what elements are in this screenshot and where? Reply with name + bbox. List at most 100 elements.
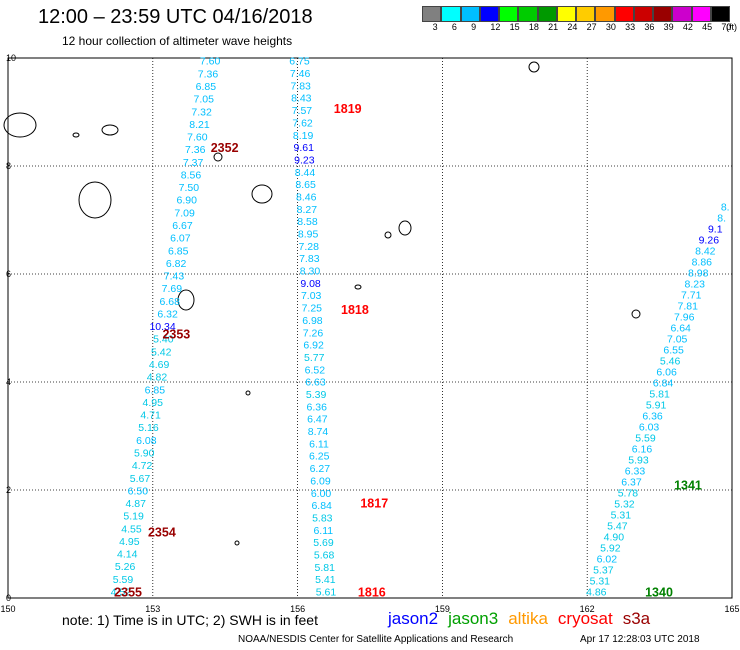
color-scale (422, 6, 730, 22)
wave-height-value: 6.07 (170, 233, 191, 245)
scale-label: 33 (625, 22, 636, 32)
wave-height-value: 8.74 (308, 426, 329, 438)
wave-height-value: 4.71 (140, 410, 161, 422)
scale-label: 36 (644, 22, 655, 32)
wave-height-value: 4.82 (147, 372, 168, 384)
pass-time-label: 2353 (162, 327, 190, 341)
wave-height-value: 4.14 (117, 549, 138, 561)
pass-time-label: 1340 (645, 586, 673, 600)
wave-height-value: 7.28 (298, 241, 319, 253)
island-outline (245, 390, 251, 396)
wave-height-value: 6.75 (289, 56, 310, 68)
scale-label: 21 (548, 22, 559, 32)
wave-height-value: 6.68 (160, 296, 181, 308)
x-tick-label: 156 (290, 604, 305, 614)
wave-height-value: 8.30 (300, 266, 321, 278)
scale-swatch (479, 6, 499, 22)
wave-height-value: 6.25 (309, 451, 330, 463)
wave-height-value: 5.91 (646, 400, 667, 412)
wave-height-value: 7.09 (174, 207, 195, 219)
scale-swatch (710, 6, 730, 22)
x-tick-label: 162 (580, 604, 595, 614)
island-outline (213, 152, 223, 162)
wave-height-value: 6.33 (625, 466, 646, 478)
wave-height-value: 5.19 (123, 511, 144, 523)
wave-height-value: 7.26 (303, 327, 324, 339)
island-outline (234, 540, 240, 546)
pass-time-label: 1341 (674, 479, 702, 493)
legend-jason2: jason2 (388, 609, 439, 628)
pass-time-label: 1818 (341, 303, 369, 317)
timestamp: Apr 17 12:28:03 UTC 2018 (580, 634, 700, 645)
wave-height-value: 5.16 (138, 422, 159, 434)
wave-height-value: 6.55 (663, 345, 684, 357)
scale-label: 12 (490, 22, 501, 32)
wave-height-value: 6.09 (310, 475, 331, 487)
wave-height-value: 7.60 (200, 56, 221, 68)
island-outline (72, 132, 80, 138)
wave-height-value: 6.85 (196, 81, 217, 93)
scale-swatch (422, 6, 442, 22)
scale-swatch (576, 6, 596, 22)
wave-height-value: 7.37 (183, 157, 204, 169)
wave-height-value: 5.26 (115, 561, 136, 573)
wave-height-value: 7.96 (674, 312, 695, 324)
wave-height-value: 5.81 (649, 389, 670, 401)
island-outline (398, 220, 412, 236)
wave-height-value: 7.46 (290, 68, 311, 80)
wave-height-value: 7.62 (292, 117, 313, 129)
wave-height-value: 6.63 (305, 377, 326, 389)
wave-height-value: 7.32 (191, 106, 212, 118)
pass-time-label: 1816 (358, 586, 386, 600)
wave-height-value: 6.16 (632, 444, 653, 456)
wave-height-value: 7.05 (667, 334, 688, 346)
wave-height-value: 5.59 (113, 574, 134, 586)
scale-label: 9 (471, 22, 477, 32)
scale-swatch (691, 6, 711, 22)
color-scale-labels: 3 6 9 12 15 18 21 24 27 30 33 36 39 42 45 70 (ft) (422, 22, 740, 34)
wave-height-value: 5.59 (635, 433, 656, 445)
scale-label: 18 (528, 22, 539, 32)
wave-height-value: 4.86 (586, 587, 607, 599)
wave-height-value: 7.60 (187, 132, 208, 144)
wave-height-value: 8. (717, 213, 726, 225)
wave-height-value: 6.90 (177, 195, 198, 207)
wave-height-value: 7.81 (678, 301, 699, 313)
wave-height-value: 6.82 (166, 258, 187, 270)
x-tick-label: 159 (435, 604, 450, 614)
map-subtitle: 12 hour collection of altimeter wave hei… (62, 34, 293, 48)
wave-height-value: 5.78 (618, 488, 639, 500)
wave-height-value: 5.67 (130, 473, 151, 485)
scale-label: 30 (605, 22, 616, 32)
wave-height-value: 6.64 (670, 323, 691, 335)
island-outline (251, 184, 273, 204)
y-tick-label: 0 (6, 593, 11, 603)
wave-height-value: 5.40 (153, 334, 174, 346)
island-outline (3, 112, 37, 138)
wave-height-value: 7.69 (162, 283, 183, 295)
wave-height-value: 4.52 (111, 587, 132, 599)
wave-height-value: 8. (721, 202, 730, 214)
y-tick-label: 2 (6, 485, 11, 495)
wave-height-value: 5.32 (614, 499, 635, 511)
wave-height-value: 6.06 (656, 367, 677, 379)
footer-note: note: 1) Time is in UTC; 2) SWH is in fe… (62, 612, 318, 628)
wave-height-value: 5.37 (593, 565, 614, 577)
wave-height-value: 8.65 (295, 179, 316, 191)
wave-height-value: 6.84 (653, 378, 674, 390)
scale-label: 6 (451, 22, 457, 32)
wave-height-value: 4.90 (604, 532, 625, 544)
legend-s3a: s3a (622, 609, 651, 628)
wave-height-value: 6.50 (128, 485, 149, 497)
scale-label: 27 (586, 22, 597, 32)
wave-height-value: 8.46 (296, 191, 317, 203)
pass-time-label: 1819 (334, 102, 362, 116)
wave-height-value: 5.42 (151, 346, 172, 358)
x-tick-label: 150 (0, 604, 15, 614)
wave-height-value: 7.50 (179, 182, 200, 194)
wave-height-value: 6.84 (311, 500, 332, 512)
pass-time-label: 2355 (114, 586, 142, 600)
wave-height-value: 5.41 (315, 574, 336, 586)
wave-height-value: 6.37 (621, 477, 642, 489)
wave-height-value: 4.55 (121, 523, 142, 535)
